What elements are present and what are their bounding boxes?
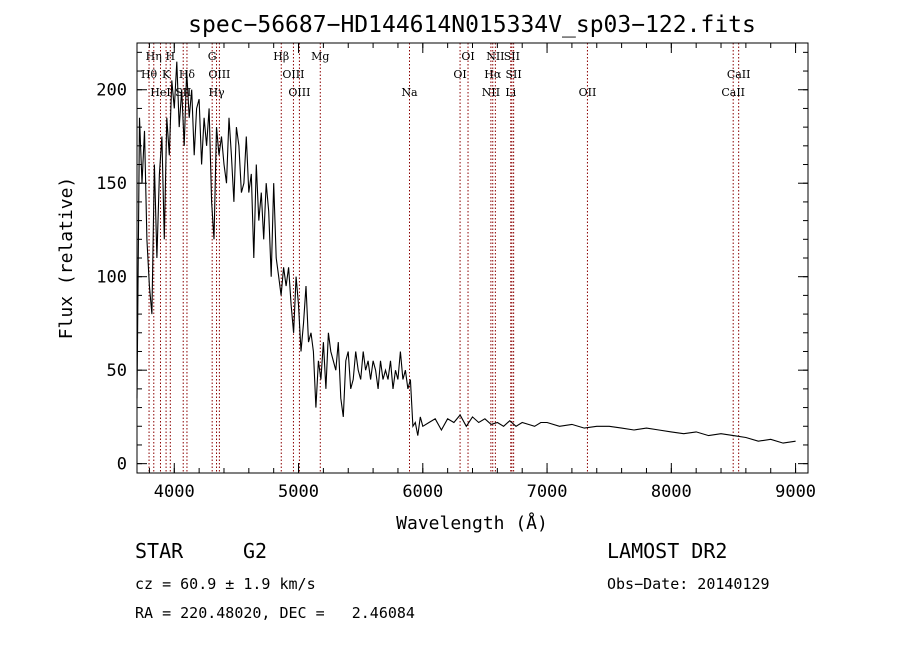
- line-label: Hθ: [141, 68, 158, 81]
- y-axis: 0 50 100 150 200: [96, 51, 808, 475]
- x-tick-label: 9000: [775, 482, 816, 502]
- line-label: Na: [401, 86, 418, 99]
- line-label: OIII: [208, 68, 230, 81]
- line-label: SII: [504, 50, 520, 63]
- line-label: H: [166, 50, 176, 63]
- line-label: OI: [461, 50, 474, 63]
- x-tick-label: 8000: [651, 482, 692, 502]
- object-subclass: G2: [243, 539, 268, 563]
- y-tick-label: 200: [96, 81, 127, 101]
- y-tick-label: 100: [96, 268, 127, 288]
- line-label: SII: [506, 68, 522, 81]
- line-label: Hβ: [273, 50, 289, 63]
- line-label: Hγ: [208, 86, 225, 99]
- x-tick-label: 6000: [402, 482, 443, 502]
- x-tick-label: 7000: [527, 482, 568, 502]
- line-label: G: [208, 50, 217, 63]
- x-tick-label: 4000: [154, 482, 195, 502]
- coordinates-readout: RA = 220.48020, DEC = 2.46084: [135, 604, 415, 622]
- line-label: NII: [486, 50, 504, 63]
- line-label: Li: [505, 86, 516, 99]
- y-tick-label: 50: [107, 361, 127, 381]
- line-label: OIII: [282, 68, 304, 81]
- survey-name: LAMOST DR2: [607, 539, 728, 563]
- line-label: Hα: [484, 68, 502, 81]
- line-label: OI: [453, 68, 466, 81]
- spectrum-series: [136, 61, 796, 444]
- observation-date: Obs−Date: 20140129: [607, 575, 770, 593]
- plot-frame: [136, 42, 809, 474]
- emission-line-markers: [148, 43, 740, 473]
- velocity-readout: cz = 60.9 ± 1.9 km/s: [135, 575, 316, 593]
- line-label: CaII: [721, 86, 745, 99]
- object-class: STAR: [135, 539, 184, 563]
- chart-title: spec−56687−HD144614N015334V_sp03−122.fit…: [188, 12, 756, 38]
- line-label: OII: [579, 86, 597, 99]
- line-label: CaII: [727, 68, 751, 81]
- line-label: NII: [482, 86, 500, 99]
- line-label: OIII: [288, 86, 310, 99]
- x-axis-label: Wavelength (Å): [396, 512, 548, 534]
- x-axis: 4000 5000 6000 7000 8000 9000: [148, 43, 816, 502]
- y-tick-label: 150: [96, 174, 127, 194]
- line-label: Hη: [146, 50, 162, 63]
- line-label: HeI: [150, 86, 170, 99]
- line-label: K: [162, 68, 171, 81]
- spectrum-chart: spec−56687−HD144614N015334V_sp03−122.fit…: [56, 12, 816, 534]
- y-tick-label: 0: [117, 455, 127, 475]
- x-tick-label: 5000: [278, 482, 319, 502]
- line-label: Mg: [311, 50, 329, 63]
- y-axis-label: Flux (relative): [56, 177, 77, 340]
